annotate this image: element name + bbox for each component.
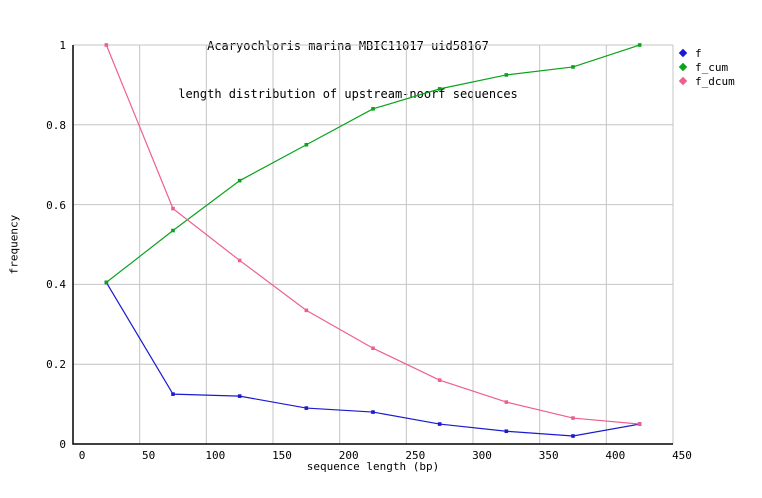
marker-f-7 <box>571 434 575 438</box>
x-axis-label: sequence length (bp) <box>306 460 440 473</box>
x-tick-label-100: 100 <box>205 449 226 462</box>
x-tick-label-350: 350 <box>538 449 559 462</box>
marker-f_cum-6 <box>504 73 509 77</box>
y-tick-label-1: 1 <box>59 39 66 52</box>
y-tick-label-0.6: 0.6 <box>46 198 66 212</box>
marker-f_cum-4 <box>371 107 375 111</box>
marker-f_cum-8 <box>637 43 642 47</box>
y-tick-label-0.2: 0.2 <box>46 358 66 372</box>
marker-f_dcum-8 <box>637 422 642 426</box>
marker-f_dcum-5 <box>437 378 442 382</box>
marker-f_dcum-0 <box>104 43 109 47</box>
marker-f-4 <box>371 410 375 414</box>
x-tick-label-250: 250 <box>405 449 426 462</box>
legend-label-f_cum: f_cum <box>695 61 729 74</box>
marker-f-5 <box>437 422 442 426</box>
marker-f_dcum-3 <box>304 308 309 313</box>
marker-f-3 <box>304 406 309 410</box>
x-tick-label-450: 450 <box>672 449 692 462</box>
marker-f-6 <box>504 429 509 434</box>
x-tick-label-0: 0 <box>78 449 86 462</box>
legend-label-f_dcum: f_dcum <box>695 75 735 88</box>
marker-f-1 <box>171 392 175 396</box>
y-tick-label-0.4: 0.4 <box>46 278 66 292</box>
marker-f_cum-2 <box>237 178 242 183</box>
x-tick-label-150: 150 <box>272 449 292 462</box>
series-line-f_cum <box>105 44 640 283</box>
axis-lines <box>72 45 673 445</box>
series-line-f_dcum <box>105 44 640 425</box>
x-tick-label-300: 300 <box>472 449 492 462</box>
marker-f_cum-0 <box>104 280 109 285</box>
marker-f_dcum-7 <box>571 416 575 420</box>
y-tick-label-0: 0 <box>59 438 66 451</box>
y-tick-label-0.8: 0.8 <box>46 118 66 132</box>
marker-f_cum-5 <box>437 87 442 91</box>
chart-title-line1: Acaryochloris marina MBIC11017 uid58167 <box>207 39 489 53</box>
y-axis-label: frequency <box>7 214 21 275</box>
x-tick-label-50: 50 <box>142 449 156 462</box>
marker-f_cum-7 <box>571 65 575 69</box>
chart-title-line2: length distribution of upstream-noorf se… <box>178 87 518 101</box>
marker-f_dcum-1 <box>171 206 175 211</box>
chart-title: Acaryochloris marina MBIC11017 uid58167 … <box>48 6 648 134</box>
x-tick-label-200: 200 <box>338 449 359 462</box>
x-tick-label-400: 400 <box>605 449 626 462</box>
marker-f-2 <box>237 394 242 398</box>
marker-f_dcum-4 <box>371 346 375 351</box>
marker-f_cum-1 <box>171 228 175 233</box>
marker-f_cum-3 <box>304 142 309 147</box>
legend-label-f: f <box>695 47 702 60</box>
marker-f_dcum-2 <box>237 258 242 263</box>
marker-f_dcum-6 <box>504 400 509 404</box>
